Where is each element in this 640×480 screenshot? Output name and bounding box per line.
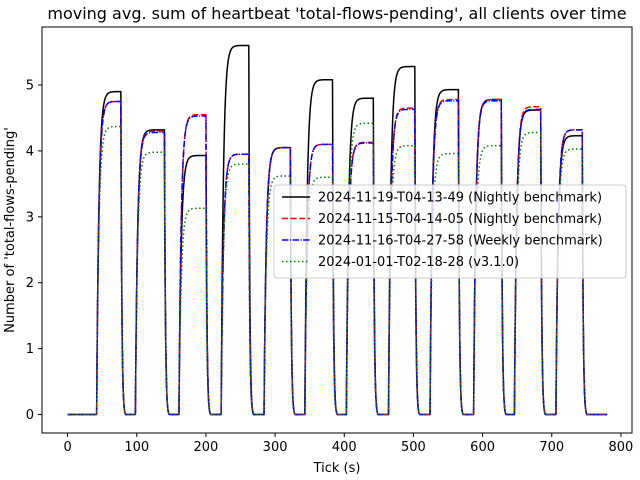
legend-label: 2024-11-15-T04-14-05 (Nightly benchmark) (318, 212, 602, 227)
x-tick-label: 100 (124, 440, 149, 455)
y-tick-label: 3 (26, 210, 34, 225)
x-tick-label: 800 (609, 440, 634, 455)
plot-lines (67, 44, 608, 416)
y-ticks: 0 1 2 3 4 5 (26, 79, 42, 423)
legend-label: 2024-01-01-T02-18-28 (v3.1.0) (318, 255, 519, 270)
legend-label: 2024-11-16-T04-27-58 (Weekly benchmark) (318, 234, 603, 249)
x-tick-label: 500 (401, 440, 426, 455)
y-tick-label: 1 (26, 342, 34, 357)
y-tick-label: 5 (26, 79, 34, 94)
y-tick-label: 2 (26, 276, 34, 291)
y-tick-label: 4 (26, 144, 34, 159)
x-tick-label: 300 (263, 440, 288, 455)
y-axis-label: Number of 'total-flows-pending' (3, 127, 18, 333)
legend-label: 2024-11-19-T04-13-49 (Nightly benchmark) (318, 191, 602, 206)
x-tick-label: 400 (332, 440, 357, 455)
x-tick-label: 0 (63, 440, 71, 455)
x-axis-label: Tick (s) (313, 461, 361, 476)
plot-frame (41, 26, 633, 434)
y-tick-label: 0 (26, 408, 34, 423)
x-ticks: 0 100 200 300 400 500 600 700 800 (63, 433, 633, 455)
x-tick-label: 700 (539, 440, 564, 455)
x-tick-label: 200 (194, 440, 219, 455)
chart-title: moving avg. sum of heartbeat 'total-flow… (47, 4, 626, 23)
series-line-4 (67, 122, 608, 416)
x-tick-label: 600 (470, 440, 495, 455)
legend: 2024-11-19-T04-13-49 (Nightly benchmark)… (273, 184, 627, 279)
legend-box (273, 184, 627, 279)
